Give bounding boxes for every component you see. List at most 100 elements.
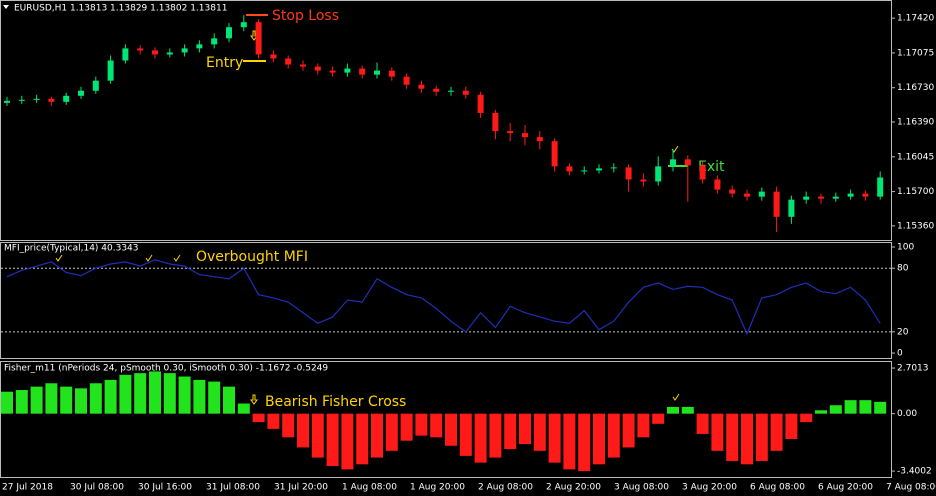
fisher-bar: [104, 379, 117, 414]
fisher-bar: [696, 413, 709, 434]
candle-body: [329, 70, 336, 73]
fisher-bar: [326, 413, 339, 467]
x-tick-label: 30 Jul 16:00: [138, 483, 192, 493]
mfi-panel: [0, 242, 892, 359]
y-tick-label: 20: [897, 327, 909, 337]
y-tick-label: 100: [897, 243, 914, 253]
candle-body: [255, 22, 262, 55]
y-tick-label: 1.15360: [897, 221, 934, 231]
candle-body: [640, 179, 647, 182]
arrow-icon: [250, 30, 258, 41]
y-tick-label: 1.16045: [897, 152, 934, 162]
x-tick-label: 3 Aug 08:00: [614, 483, 669, 493]
fisher-cross-label: Bearish Fisher Cross: [265, 394, 406, 410]
fisher-bar: [859, 400, 872, 414]
fisher-bar: [607, 413, 620, 458]
fisher-bar: [711, 413, 724, 451]
y-tick-label: 0.00: [897, 409, 917, 419]
fisher-bar: [770, 413, 783, 451]
candle-body: [462, 90, 469, 95]
candle-body: [729, 189, 736, 194]
candle-body: [832, 196, 839, 199]
mfi-title: MFI_price(Typical,14) 40.3343: [4, 244, 139, 254]
fisher-bar: [667, 406, 679, 414]
candle-body: [107, 60, 114, 81]
candle-body: [196, 44, 203, 49]
entry-label: Entry: [206, 55, 243, 71]
fisher-bar: [726, 413, 739, 461]
candle-body: [152, 50, 158, 55]
x-tick-label: 30 Jul 08:00: [70, 483, 124, 493]
fisher-bar: [163, 373, 176, 414]
candle-body: [492, 112, 499, 132]
candle-body: [359, 68, 366, 75]
candle-body: [137, 48, 144, 51]
candle-body: [48, 98, 55, 102]
candle-body: [610, 167, 617, 169]
fisher-bar: [223, 386, 235, 414]
overbought-label: Overbought MFI: [196, 249, 308, 265]
fisher-bar: [637, 413, 650, 438]
fisher-bar: [15, 390, 28, 414]
candle-body: [314, 66, 321, 71]
candle-body: [18, 99, 25, 101]
fisher-bar: [178, 376, 191, 414]
fisher-bar: [785, 413, 798, 440]
fisher-bar: [415, 413, 428, 436]
candle-body: [374, 70, 380, 75]
x-tick-label: 7 Aug 08:00: [886, 483, 936, 493]
fisher-bar: [341, 413, 354, 470]
candle-body: [655, 166, 662, 182]
y-tick-label: 0: [897, 349, 903, 359]
menu-icon[interactable]: [3, 5, 9, 9]
fisher-bar: [829, 405, 842, 414]
fisher-bar: [474, 413, 487, 463]
fisher-bar: [489, 413, 502, 458]
x-tick-label: 1 Aug 08:00: [342, 483, 397, 493]
mfi-line: [6, 259, 881, 336]
fisher-bar: [548, 413, 561, 463]
fisher-bar: [593, 413, 605, 465]
candle-body: [181, 48, 188, 53]
fisher-bar: [385, 413, 398, 451]
fisher-bar: [371, 413, 383, 458]
candle-body: [818, 196, 824, 199]
x-tick-label: 3 Aug 20:00: [682, 483, 737, 493]
fisher-bar: [519, 413, 531, 445]
fisher-title: Fisher_m11 (nPeriods 24, pSmooth 0.30, i…: [4, 364, 328, 374]
fisher-bar: [445, 413, 457, 446]
y-tick-label: 1.17075: [897, 48, 934, 58]
fisher-bar: [311, 413, 324, 458]
x-tick-label: 27 Jul 2018: [2, 483, 53, 493]
candle-body: [507, 131, 514, 134]
fisher-bar: [815, 410, 827, 414]
candle-body: [714, 179, 721, 190]
fisher-bar: [622, 413, 635, 448]
fisher-bar: [874, 401, 887, 414]
fisher-bar: [800, 413, 813, 423]
candle-body: [78, 90, 84, 96]
candle-body: [522, 133, 528, 138]
y-tick-label: 1.15700: [897, 187, 934, 197]
x-tick-label: 2 Aug 08:00: [478, 483, 533, 493]
fisher-bar: [252, 413, 265, 423]
fisher-bar: [60, 386, 73, 414]
candle-body: [536, 137, 543, 142]
candle-body: [344, 68, 351, 73]
check-icon: [145, 254, 153, 262]
candle-body: [862, 193, 869, 197]
candle-body: [596, 168, 602, 171]
fisher-bar: [45, 383, 58, 414]
fisher-bar: [400, 413, 413, 441]
candle-body: [847, 193, 854, 197]
candle-body: [226, 27, 232, 39]
candle-body: [477, 94, 484, 113]
fisher-bar: [652, 413, 665, 424]
price-panel: [0, 0, 892, 241]
candle-body: [433, 88, 440, 92]
candle-body: [418, 84, 425, 89]
x-tick-label: 6 Aug 20:00: [818, 483, 873, 493]
fisher-bar: [134, 373, 147, 414]
fisher-bar: [30, 386, 43, 414]
